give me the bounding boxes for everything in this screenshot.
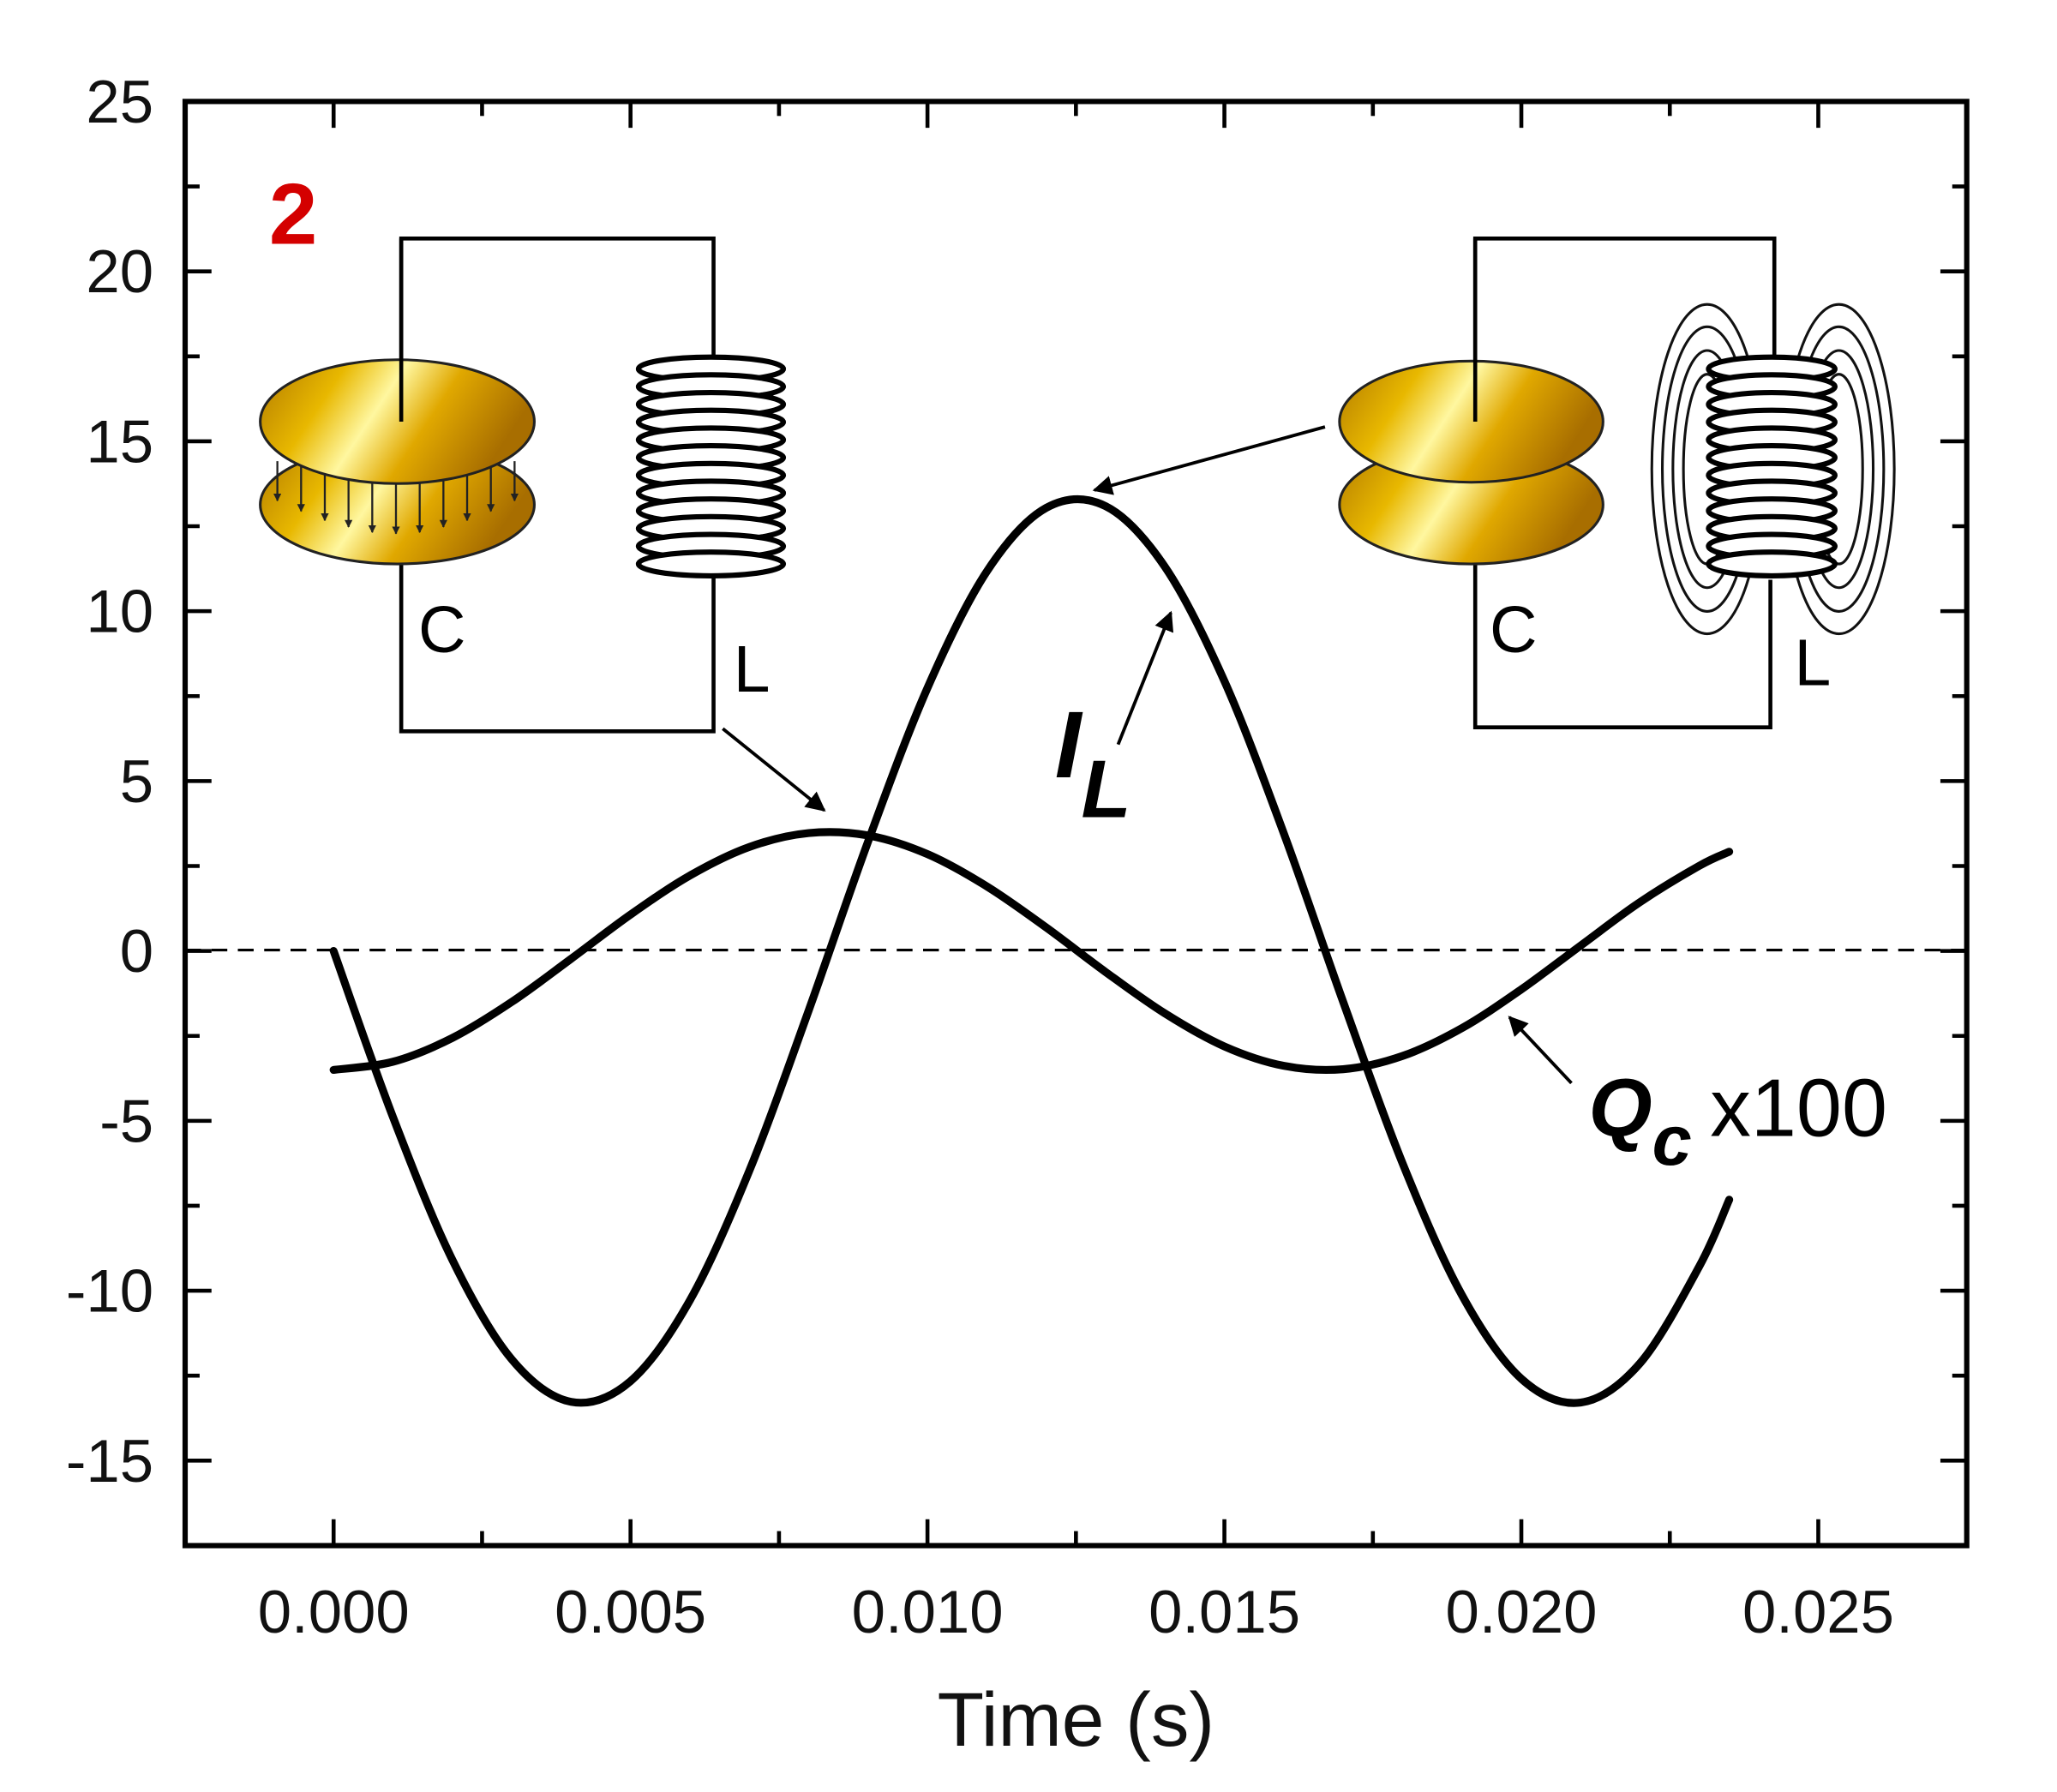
y-tick-label: -5: [99, 1087, 153, 1154]
plot-frame: [182, 99, 1970, 1549]
y-tick-label: -15: [66, 1427, 153, 1495]
capacitor-label: C: [1490, 593, 1538, 667]
inductor-label: L: [1794, 626, 1831, 700]
inductor-coil-icon: [1706, 354, 1838, 578]
x-tick-label: 0.020: [1446, 1578, 1598, 1645]
capacitor-plate-top: [259, 358, 536, 485]
y-tick-label: 0: [120, 917, 153, 985]
panel-label: 2: [269, 165, 317, 262]
y-tick-label: 15: [86, 407, 153, 475]
arrow-il-label: [1116, 610, 1174, 746]
arrow-right-inset-to-il-peak: [1092, 425, 1326, 495]
arrow-left-inset-to-qc-peak: [722, 727, 826, 812]
y-tick-label: 5: [120, 747, 153, 815]
inset-charged-capacitor-circuit: C L: [259, 236, 787, 734]
y-tick-label: -10: [66, 1257, 153, 1325]
y-tick-label: 20: [86, 237, 153, 305]
axis-ticks: [185, 99, 1967, 1546]
y-tick-label: 10: [86, 578, 153, 645]
inductor-coil-icon: [635, 354, 787, 578]
il-series-label: IL: [1055, 692, 1131, 835]
coil-turn: [1706, 549, 1838, 578]
capacitor-plate-top: [1338, 359, 1604, 484]
y-tick-label: 25: [86, 68, 153, 135]
series-lines: [329, 494, 1734, 1407]
x-tick-label: 0.005: [555, 1578, 706, 1645]
series-line-il: [329, 494, 1734, 1407]
inductor-label: L: [734, 632, 771, 706]
arrow-qc-label: [1508, 1016, 1573, 1085]
coil-turn: [635, 549, 787, 578]
qc-series-label: Qc x100: [1588, 1063, 1887, 1180]
x-tick-label: 0.015: [1148, 1578, 1300, 1645]
tick-labels: 0.000 0.005 0.010 0.015 0.020 0.025 -15 -10 -5 0 5…: [66, 68, 1894, 1645]
series-line-qc: [329, 828, 1734, 1075]
inset-energized-inductor-circuit: C L: [1338, 236, 1896, 730]
x-axis-title: Time (s): [938, 1676, 1215, 1762]
x-tick-label: 0.000: [258, 1578, 410, 1645]
x-tick-label: 0.025: [1742, 1578, 1894, 1645]
capacitor-label: C: [418, 593, 466, 667]
x-tick-label: 0.010: [852, 1578, 1004, 1645]
